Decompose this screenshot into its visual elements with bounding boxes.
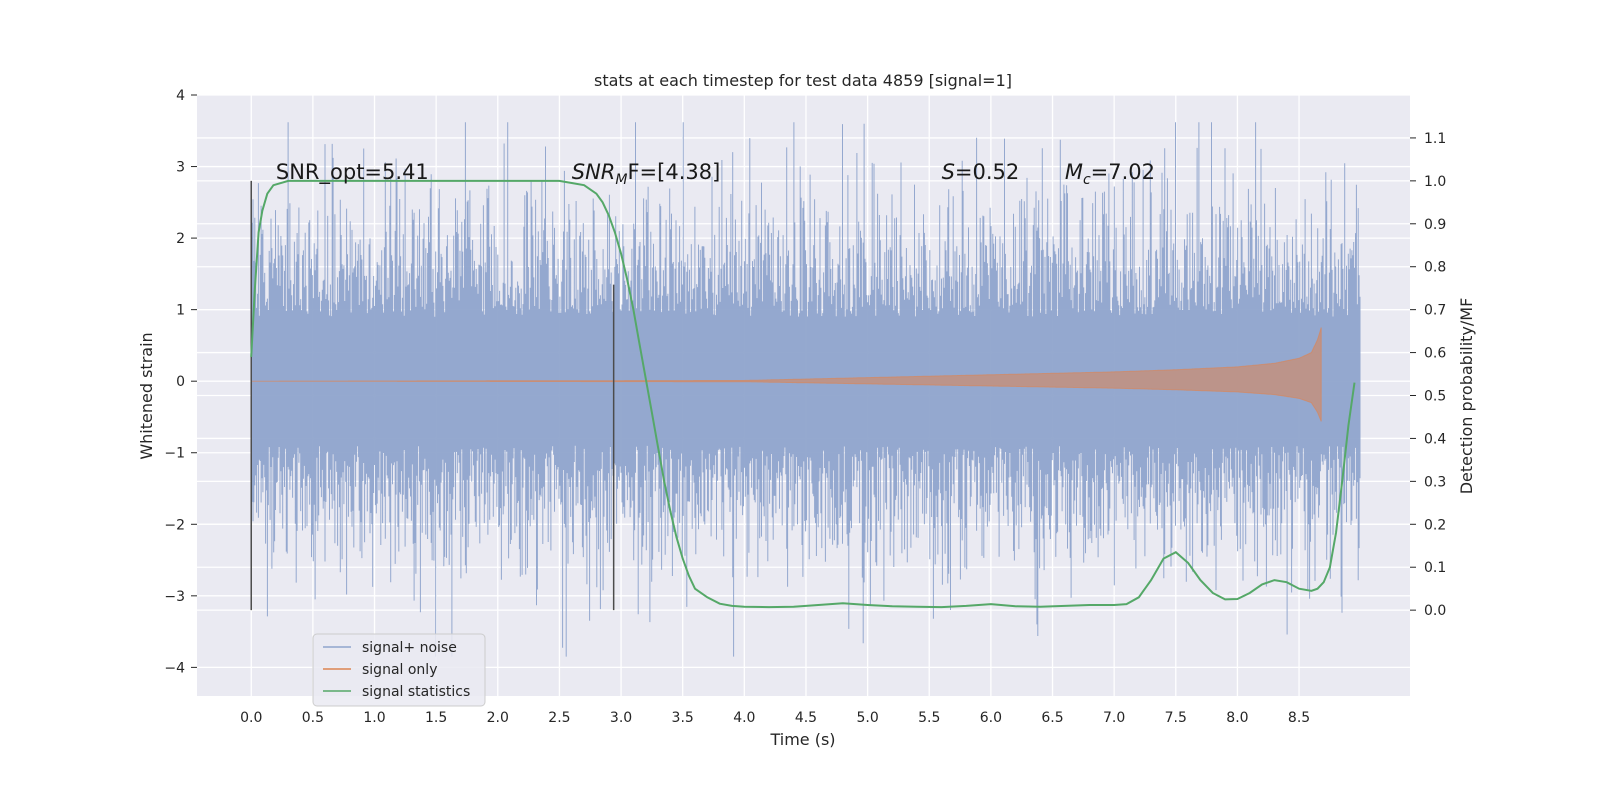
x-axis-label: Time (s) <box>769 730 835 749</box>
chart-title: stats at each timestep for test data 485… <box>594 71 1012 90</box>
y-left-tick-label-4: 0 <box>176 374 185 390</box>
y-right-tick-label-1: 1.0 <box>1424 174 1446 190</box>
x-tick-label-12: 6.0 <box>980 710 1002 726</box>
vertical-lines <box>250 180 615 611</box>
y-right-tick-label-8: 0.3 <box>1424 474 1446 490</box>
y-axis-label-right: Detection probability/MF <box>1457 298 1476 495</box>
x-tick-label-15: 7.5 <box>1165 710 1187 726</box>
y-right-tick-label-5: 0.6 <box>1424 346 1446 362</box>
y-right-tick-label-9: 0.2 <box>1424 517 1446 533</box>
annotation-1: SNRMF=[4.38] <box>572 160 721 188</box>
y-right-tick-label-10: 0.1 <box>1424 560 1446 576</box>
y-right-tick-label-3: 0.8 <box>1424 260 1446 276</box>
y-right-tick-label-4: 0.7 <box>1424 303 1446 319</box>
y-left-tick-label-6: −2 <box>164 517 185 533</box>
x-tick-label-11: 5.5 <box>918 710 940 726</box>
annotations: SNR_opt=5.41 SNRMF=[4.38] S=0.52 Mc=7.02 <box>276 160 1155 188</box>
y-left-tick-label-0: 4 <box>176 88 185 104</box>
x-tick-label-10: 5.0 <box>856 710 878 726</box>
y-axis-label-left: Whitened strain <box>137 332 156 459</box>
series-signal-only <box>251 327 1322 422</box>
y-left-tick-label-3: 1 <box>176 303 185 319</box>
x-tick-label-3: 1.5 <box>425 710 447 726</box>
y-right-tick-label-11: 0.0 <box>1424 603 1446 619</box>
legend-box <box>312 633 486 707</box>
x-tick-label-6: 3.0 <box>610 710 632 726</box>
series-signal-statistics <box>250 179 1356 609</box>
y-left-tick-label-2: 2 <box>176 231 185 247</box>
legend: signal+ noise signal only signal statist… <box>312 633 486 707</box>
y-right-tick-label-6: 0.5 <box>1424 389 1446 405</box>
legend-label-signal-statistics: signal statistics <box>362 684 470 700</box>
y-left-tick-label-7: −3 <box>164 589 185 605</box>
annotation-3: Mc=7.02 <box>1065 160 1155 188</box>
x-tick-label-8: 4.0 <box>733 710 755 726</box>
axes: 0.0 0.5 1.0 1.5 2.0 2.5 3.0 3.5 4.0 4.5 5.0 5.5 6.0 6… <box>164 88 1446 726</box>
y-left-tick-label-5: −1 <box>164 446 185 462</box>
y-left-tick-label-1: 3 <box>176 160 185 176</box>
x-tick-label-4: 2.0 <box>487 710 509 726</box>
x-tick-label-5: 2.5 <box>548 710 570 726</box>
legend-label-signal-noise: signal+ noise <box>362 640 457 656</box>
data-layer <box>250 122 1361 657</box>
x-tick-label-14: 7.0 <box>1103 710 1125 726</box>
y-right-tick-label-7: 0.4 <box>1424 431 1446 447</box>
x-tick-label-2: 1.0 <box>363 710 385 726</box>
x-tick-label-0: 0.0 <box>240 710 262 726</box>
annotation-0: SNR_opt=5.41 <box>276 160 429 185</box>
y-left-tick-label-8: −4 <box>164 660 185 676</box>
y-right-tick-label-0: 1.1 <box>1424 131 1446 147</box>
x-tick-label-7: 3.5 <box>672 710 694 726</box>
x-tick-label-17: 8.5 <box>1288 710 1310 726</box>
annotation-2: S=0.52 <box>942 160 1020 184</box>
x-tick-label-1: 0.5 <box>302 710 324 726</box>
y-right-tick-label-2: 0.9 <box>1424 217 1446 233</box>
x-tick-label-16: 8.0 <box>1226 710 1248 726</box>
x-tick-label-13: 6.5 <box>1041 710 1063 726</box>
legend-label-signal-only: signal only <box>362 662 437 678</box>
x-tick-label-9: 4.5 <box>795 710 817 726</box>
